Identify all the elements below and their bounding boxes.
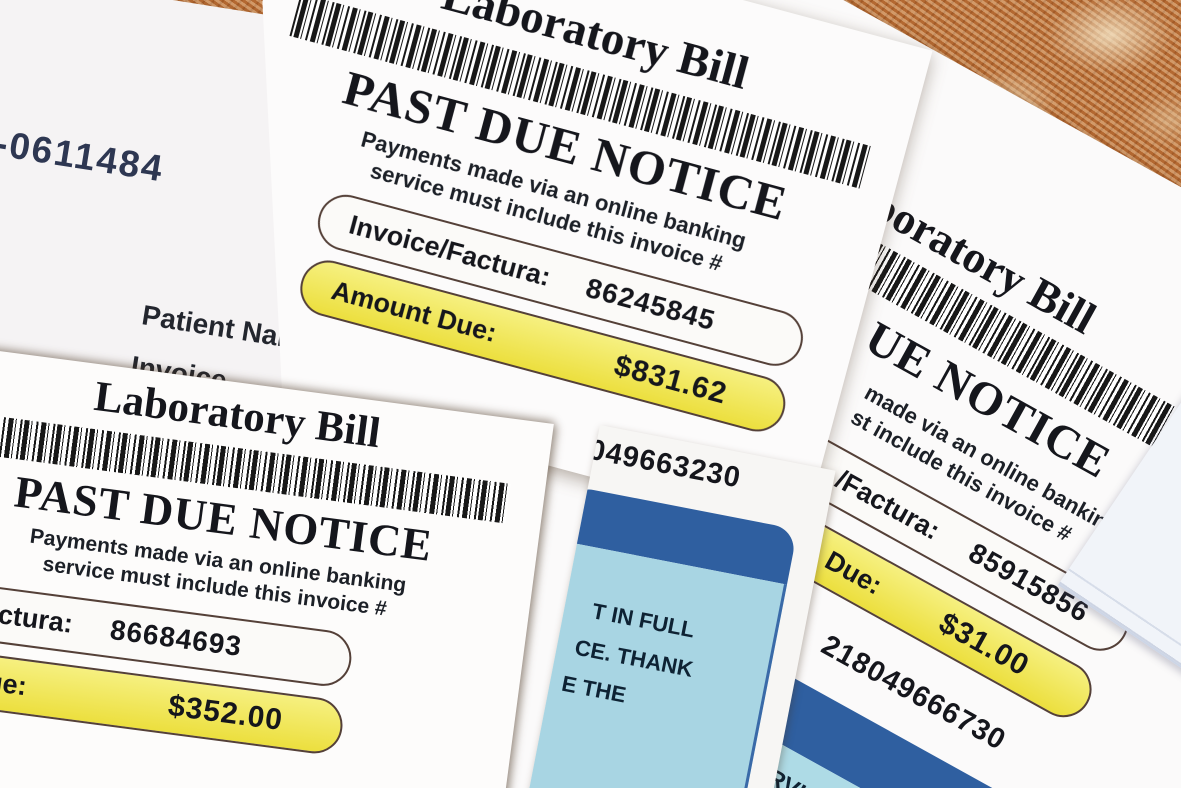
patient-name-row: Patient Name:DAVID WI	[0, 763, 205, 788]
amount-due-value: $831.62	[610, 348, 731, 411]
amount-due-label: Amount Due:	[0, 649, 29, 702]
amount-due-label: Due:	[820, 544, 888, 601]
invoice-number: 86684693	[108, 613, 244, 662]
invoice-label: /Factura:	[830, 463, 946, 546]
invoice-label: Invoice/Factura:	[0, 581, 75, 639]
invoice-number: 86245845	[582, 271, 719, 337]
amount-due-value: $31.00	[933, 606, 1035, 683]
tax-id-number: 84-0611484	[0, 115, 167, 190]
patient-name-label: Patient Name:	[0, 763, 12, 788]
amount-due-value: $352.00	[166, 688, 286, 737]
